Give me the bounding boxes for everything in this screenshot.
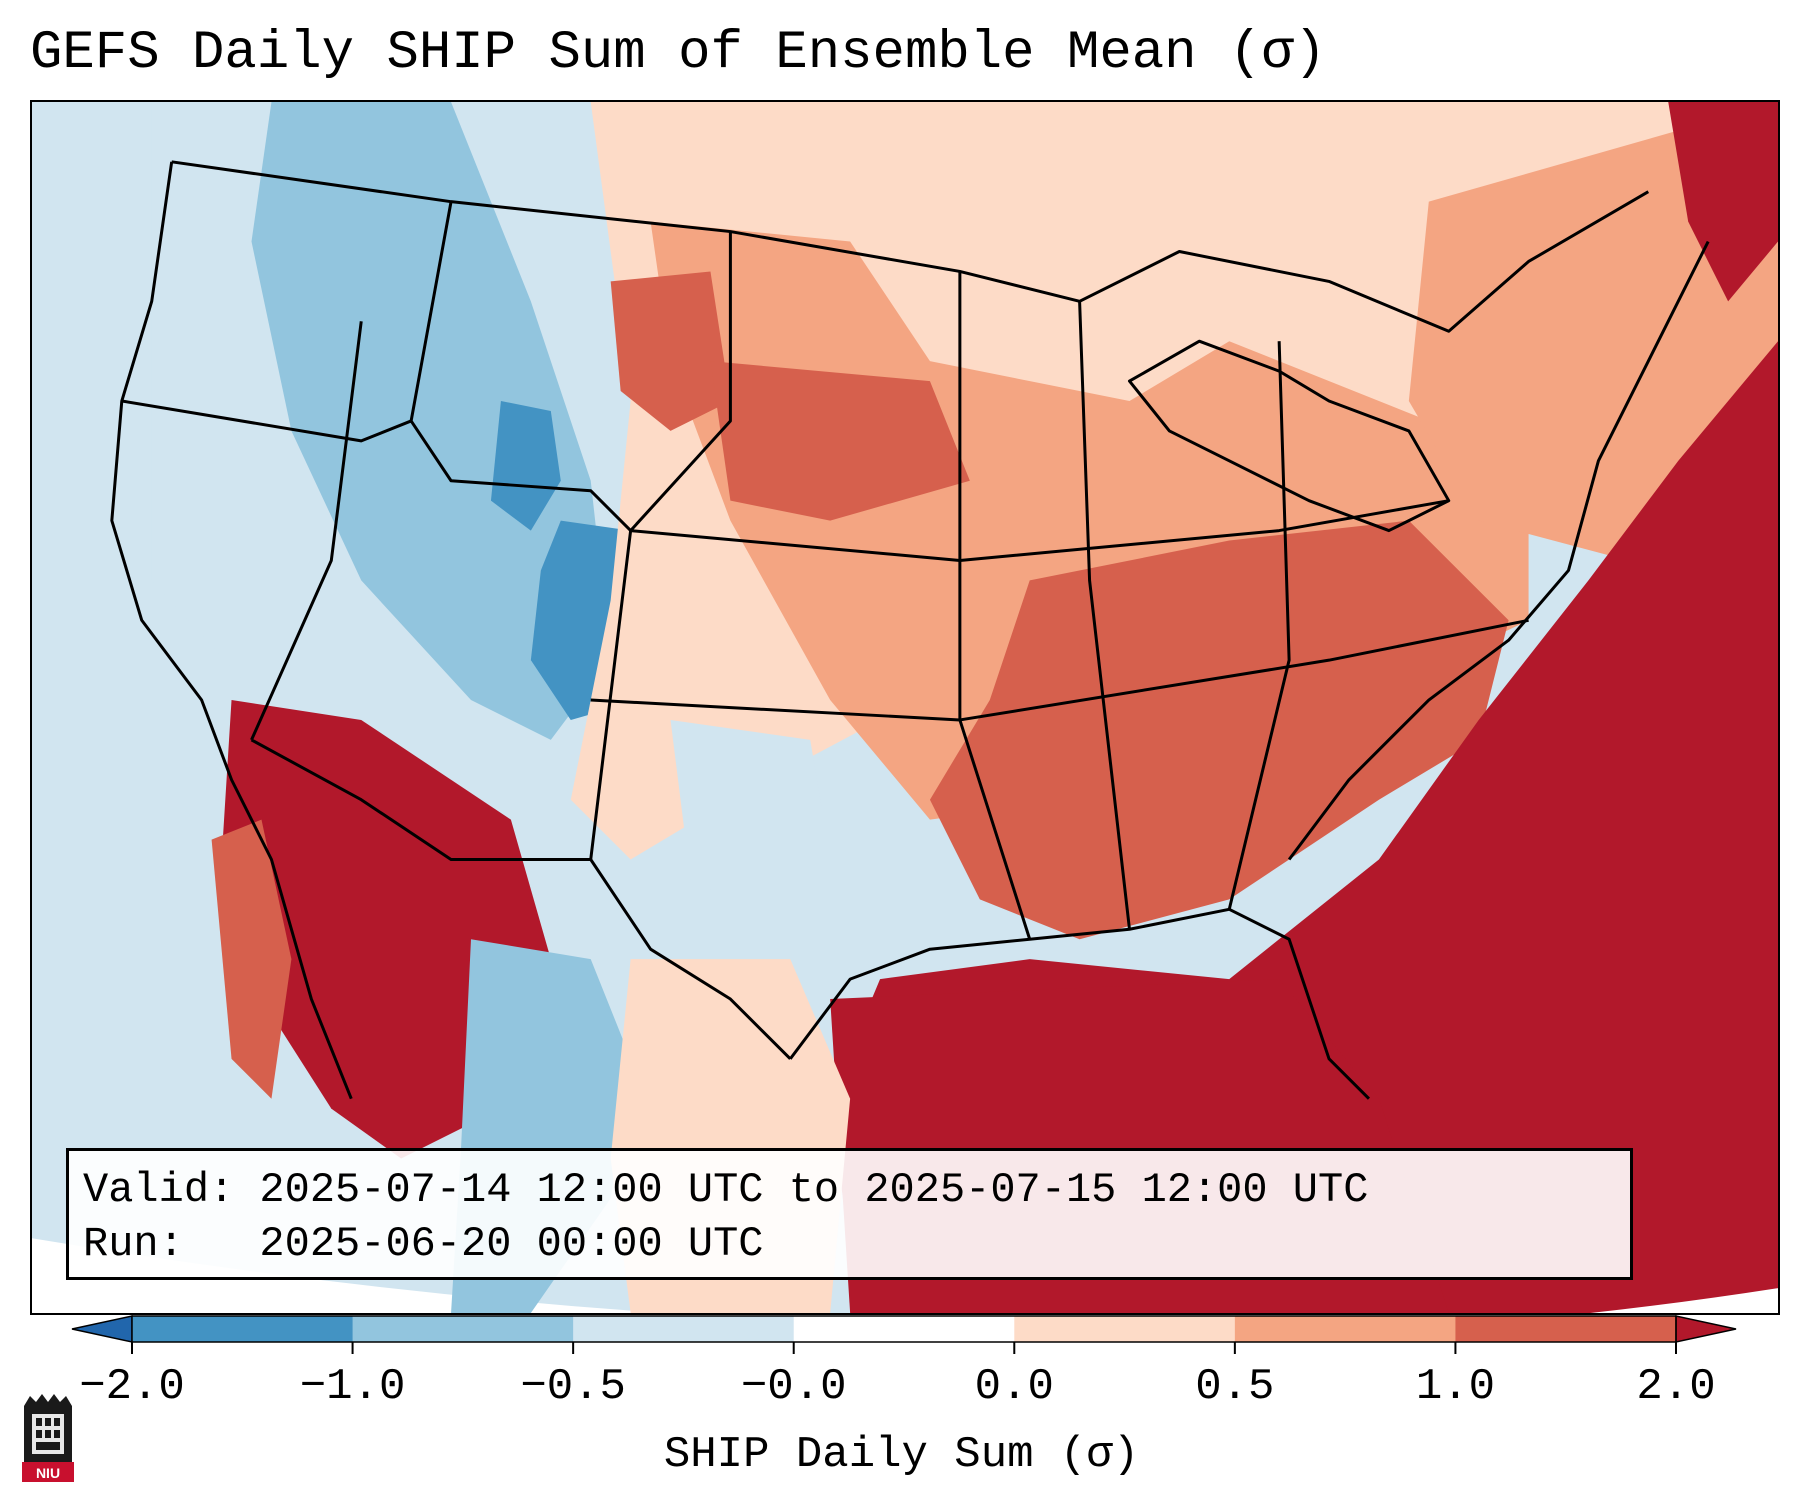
west-coast [110, 161, 353, 1100]
colorbar-tick-label: −0.5 [520, 1362, 626, 1412]
niu-logo-icon: NIU [20, 1392, 76, 1484]
great-lakes [1127, 339, 1451, 533]
run-line: Run: 2025-06-20 00:00 UTC [83, 1220, 764, 1268]
east-coast [1287, 240, 1710, 861]
field-idaho-darkblue [490, 401, 561, 531]
colorbar-segment [793, 1316, 1015, 1342]
colorbar-tick-label: 1.0 [1415, 1362, 1496, 1412]
colorbar-tick-label: −1.0 [299, 1362, 406, 1412]
colorbar-segment [352, 1316, 574, 1342]
state-line-8 [1227, 341, 1291, 910]
boundary-lines [110, 160, 1710, 1100]
field-northeast-coast-darkred [1668, 102, 1778, 302]
map-panel [30, 100, 1780, 1315]
field-southeast-darkred [929, 520, 1509, 940]
colorbar-tick-label: −2.0 [79, 1362, 185, 1412]
field-texas-lightblue [670, 719, 831, 920]
niu-logo-graphic [22, 1394, 74, 1482]
field-northeast-red [1408, 102, 1778, 561]
colorbar-extend-low [71, 1315, 133, 1343]
state-line-5 [590, 618, 1529, 722]
colorbar-label: SHIP Daily Sum (σ) [663, 1430, 1140, 1480]
field-kansas-darkred [710, 361, 970, 521]
state-line-1 [409, 201, 632, 532]
colorbar-segment [1455, 1316, 1677, 1342]
field-west-blue [251, 102, 611, 740]
state-line-2 [589, 231, 732, 860]
field-southwest-darkred-edge [211, 819, 292, 1099]
colorbar-outline [131, 1315, 1677, 1343]
colorbar-tick-label: 2.0 [1636, 1362, 1716, 1412]
valid-line: Valid: 2025-07-14 12:00 UTC to 2025-07-1… [83, 1166, 1369, 1214]
colorbar-extend-high [1675, 1315, 1737, 1343]
colorbar-tick-label: −0.0 [740, 1362, 847, 1412]
state-line-6 [250, 321, 363, 741]
niu-logo-text: NIU [35, 1465, 61, 1481]
state-line-7 [1078, 301, 1131, 930]
colorbar [71, 1315, 1737, 1354]
colorbar-segment [1014, 1316, 1236, 1342]
colorbar-tick-label: 0.0 [974, 1362, 1054, 1412]
colorbar-segment [573, 1316, 795, 1342]
state-line-4 [630, 499, 1450, 562]
state-line-9 [121, 399, 412, 443]
colorbar-svg [71, 1315, 1737, 1354]
colorbar-tick-label: 0.5 [1195, 1362, 1275, 1412]
valid-run-info-box: Valid: 2025-07-14 12:00 UTC to 2025-07-1… [66, 1148, 1633, 1280]
us-canada-border [171, 160, 1650, 333]
map-canvas [32, 102, 1778, 1313]
colorbar-segment [1234, 1316, 1456, 1342]
colorbar-segment [132, 1316, 354, 1342]
chart-title: GEFS Daily SHIP Sum of Ensemble Mean (σ) [30, 23, 1327, 84]
field-montana-darkred [610, 271, 731, 431]
